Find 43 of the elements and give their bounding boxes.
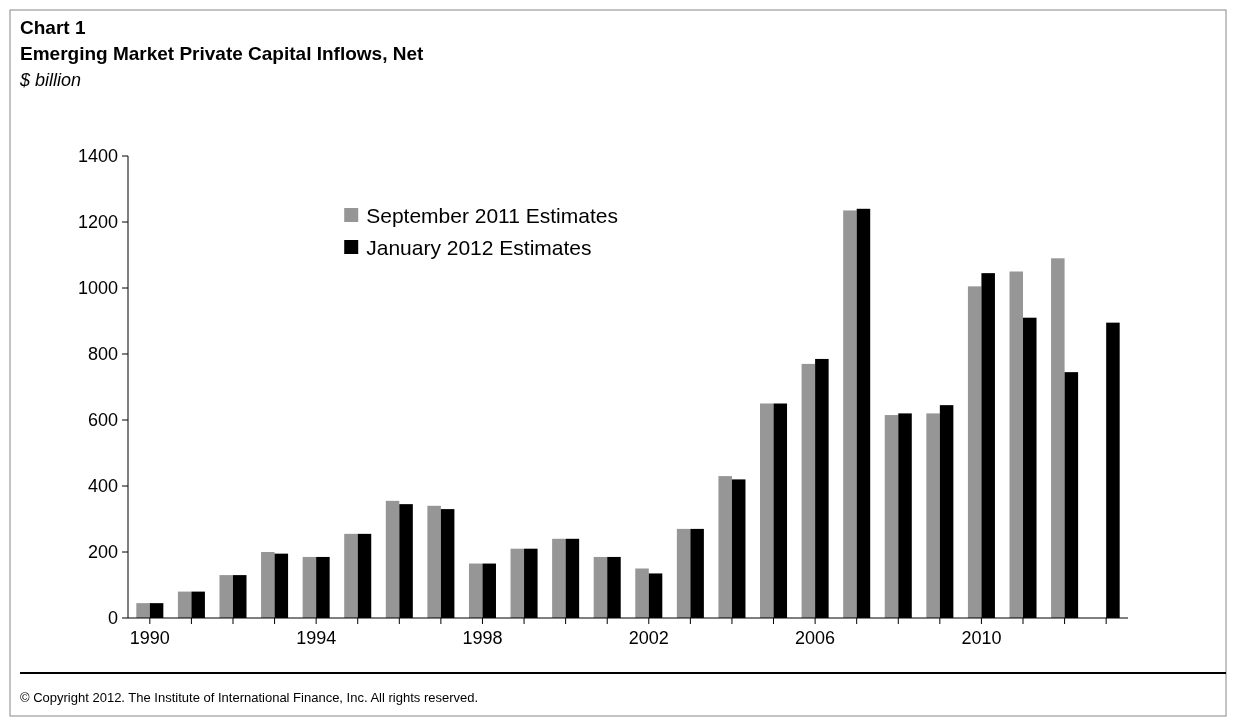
bar: [552, 538, 566, 618]
y-tick-label: 400: [87, 476, 118, 497]
bar: [884, 415, 899, 618]
chart-subtitle: Emerging Market Private Capital Inflows, Net: [20, 43, 424, 64]
x-tick-label: 2010: [961, 628, 1002, 648]
bar: [676, 528, 691, 618]
bar: [219, 575, 233, 618]
x-tick-label: 1998: [462, 628, 503, 648]
bar: [261, 552, 275, 618]
bar: [718, 476, 732, 618]
bar: [926, 413, 940, 618]
bar: [1051, 258, 1065, 618]
bar: [760, 403, 774, 618]
bar: [136, 603, 150, 618]
x-tick-label: 1990: [129, 628, 170, 648]
bar: [302, 556, 317, 618]
bar: [801, 363, 816, 618]
chart-title: Chart 1: [20, 17, 86, 38]
text: © Copyright 2012. The Institute of International Finance, Inc. All rights reserved.: [20, 690, 479, 705]
bar: [468, 563, 483, 618]
bar: [385, 500, 400, 618]
x-tick-label: 2002: [628, 628, 669, 648]
y-tick-label: 1400: [77, 146, 118, 167]
y-tick-label: 200: [87, 542, 118, 563]
legend-label: January 2012 Estimates: [366, 236, 592, 260]
bar: [843, 210, 857, 618]
bar: [344, 533, 358, 618]
y-tick-label: 600: [87, 410, 118, 431]
legend-label: September 2011 Estimates: [366, 204, 618, 228]
y-tick-label: 1000: [77, 278, 118, 299]
y-tick-label: 800: [87, 344, 118, 365]
x-tick-label: 2006: [795, 628, 836, 648]
bar: [510, 548, 525, 618]
y-tick-label: 0: [107, 608, 118, 629]
bar: [635, 568, 649, 618]
bar: [967, 286, 982, 618]
bar: [427, 505, 441, 618]
x-tick-label: 1994: [296, 628, 337, 648]
bar: [1009, 271, 1024, 618]
bar: [593, 556, 608, 618]
y-tick-label: 1200: [77, 212, 118, 233]
y-axis-title: $ billion: [19, 70, 82, 90]
bar: [177, 591, 192, 618]
